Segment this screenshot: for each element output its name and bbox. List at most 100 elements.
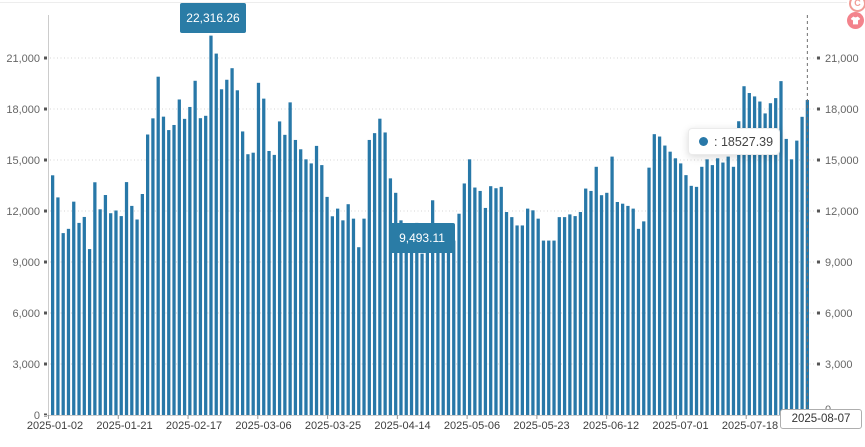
bar[interactable] <box>372 133 377 415</box>
bar[interactable] <box>515 225 519 415</box>
bar[interactable] <box>436 238 440 415</box>
bar[interactable] <box>167 130 171 415</box>
bar[interactable] <box>288 102 292 416</box>
bar[interactable] <box>262 98 266 415</box>
bar[interactable] <box>504 212 509 415</box>
bar[interactable] <box>51 175 55 415</box>
bar[interactable] <box>510 217 514 415</box>
bar[interactable] <box>214 53 218 415</box>
bar[interactable] <box>621 203 625 415</box>
bar[interactable] <box>188 106 192 416</box>
bar[interactable] <box>267 150 271 416</box>
bar[interactable] <box>594 166 598 415</box>
bar[interactable] <box>77 222 81 415</box>
bar[interactable] <box>383 132 387 415</box>
bar[interactable] <box>578 212 583 415</box>
bar[interactable] <box>457 213 461 415</box>
bar[interactable] <box>562 217 567 415</box>
bar[interactable] <box>362 218 366 415</box>
bar[interactable] <box>98 209 102 415</box>
bar[interactable] <box>140 194 144 415</box>
bar[interactable] <box>114 210 118 415</box>
bar[interactable] <box>526 208 530 415</box>
bar[interactable] <box>689 185 693 415</box>
bar[interactable] <box>795 140 799 415</box>
bar[interactable] <box>441 245 445 415</box>
bar[interactable] <box>752 96 757 416</box>
bar[interactable] <box>478 190 482 415</box>
bar[interactable] <box>388 178 393 415</box>
bar[interactable] <box>325 196 329 415</box>
bar[interactable] <box>647 167 651 415</box>
bar[interactable] <box>605 192 609 415</box>
bar[interactable] <box>716 158 720 416</box>
bar[interactable] <box>489 186 493 415</box>
bar[interactable] <box>304 159 308 415</box>
bar[interactable] <box>193 80 197 415</box>
bar[interactable] <box>415 222 419 415</box>
bar[interactable] <box>684 175 688 415</box>
bar[interactable] <box>241 131 245 415</box>
bar[interactable] <box>256 82 261 415</box>
bar[interactable] <box>636 228 641 415</box>
bar[interactable] <box>357 247 361 415</box>
bar[interactable] <box>394 192 398 415</box>
bar[interactable] <box>82 216 86 415</box>
bar[interactable] <box>425 241 429 415</box>
bar[interactable] <box>320 165 324 415</box>
bar[interactable] <box>758 101 762 416</box>
bar[interactable] <box>679 163 683 415</box>
bar[interactable] <box>204 115 208 416</box>
bar[interactable] <box>452 240 456 415</box>
bar[interactable] <box>235 90 239 416</box>
bar[interactable] <box>61 233 65 415</box>
bar[interactable] <box>246 154 250 415</box>
bar[interactable] <box>341 220 345 415</box>
bar[interactable] <box>346 204 350 415</box>
bar[interactable] <box>124 182 129 415</box>
bar[interactable] <box>615 201 619 415</box>
bar[interactable] <box>103 195 108 415</box>
bar[interactable] <box>66 228 71 415</box>
bar[interactable] <box>626 205 630 415</box>
bar[interactable] <box>462 183 466 415</box>
bar[interactable] <box>219 89 224 415</box>
bar[interactable] <box>652 134 656 415</box>
bar[interactable] <box>668 151 672 416</box>
bar[interactable] <box>299 149 303 416</box>
bar[interactable] <box>367 139 371 415</box>
bar[interactable] <box>119 216 123 415</box>
bar[interactable] <box>552 240 556 415</box>
bar[interactable] <box>710 165 714 415</box>
bar[interactable] <box>336 208 340 415</box>
bar[interactable] <box>251 152 255 415</box>
bar[interactable] <box>72 201 76 415</box>
bar[interactable] <box>198 118 203 416</box>
bar[interactable] <box>700 166 704 415</box>
bar[interactable] <box>225 79 229 415</box>
bar[interactable] <box>146 134 150 416</box>
bar[interactable] <box>557 217 561 415</box>
bar[interactable] <box>520 225 524 415</box>
bar[interactable] <box>182 118 187 416</box>
bar[interactable] <box>737 121 741 416</box>
bar[interactable] <box>483 207 488 415</box>
bar[interactable] <box>399 220 403 415</box>
bar[interactable] <box>93 182 97 415</box>
bar[interactable] <box>768 103 773 415</box>
bar[interactable] <box>172 124 176 415</box>
bar[interactable] <box>747 93 751 416</box>
bar[interactable] <box>473 187 477 415</box>
bar[interactable] <box>573 216 577 415</box>
bar[interactable] <box>531 210 535 415</box>
bar[interactable] <box>277 121 282 415</box>
bar[interactable] <box>499 186 503 415</box>
bar[interactable] <box>314 145 319 415</box>
bar[interactable] <box>161 116 166 416</box>
bar[interactable] <box>584 188 588 415</box>
bar[interactable] <box>409 243 414 415</box>
bar[interactable] <box>784 138 788 416</box>
bar[interactable] <box>467 159 472 415</box>
bar[interactable] <box>330 216 334 415</box>
bar[interactable] <box>763 113 767 416</box>
